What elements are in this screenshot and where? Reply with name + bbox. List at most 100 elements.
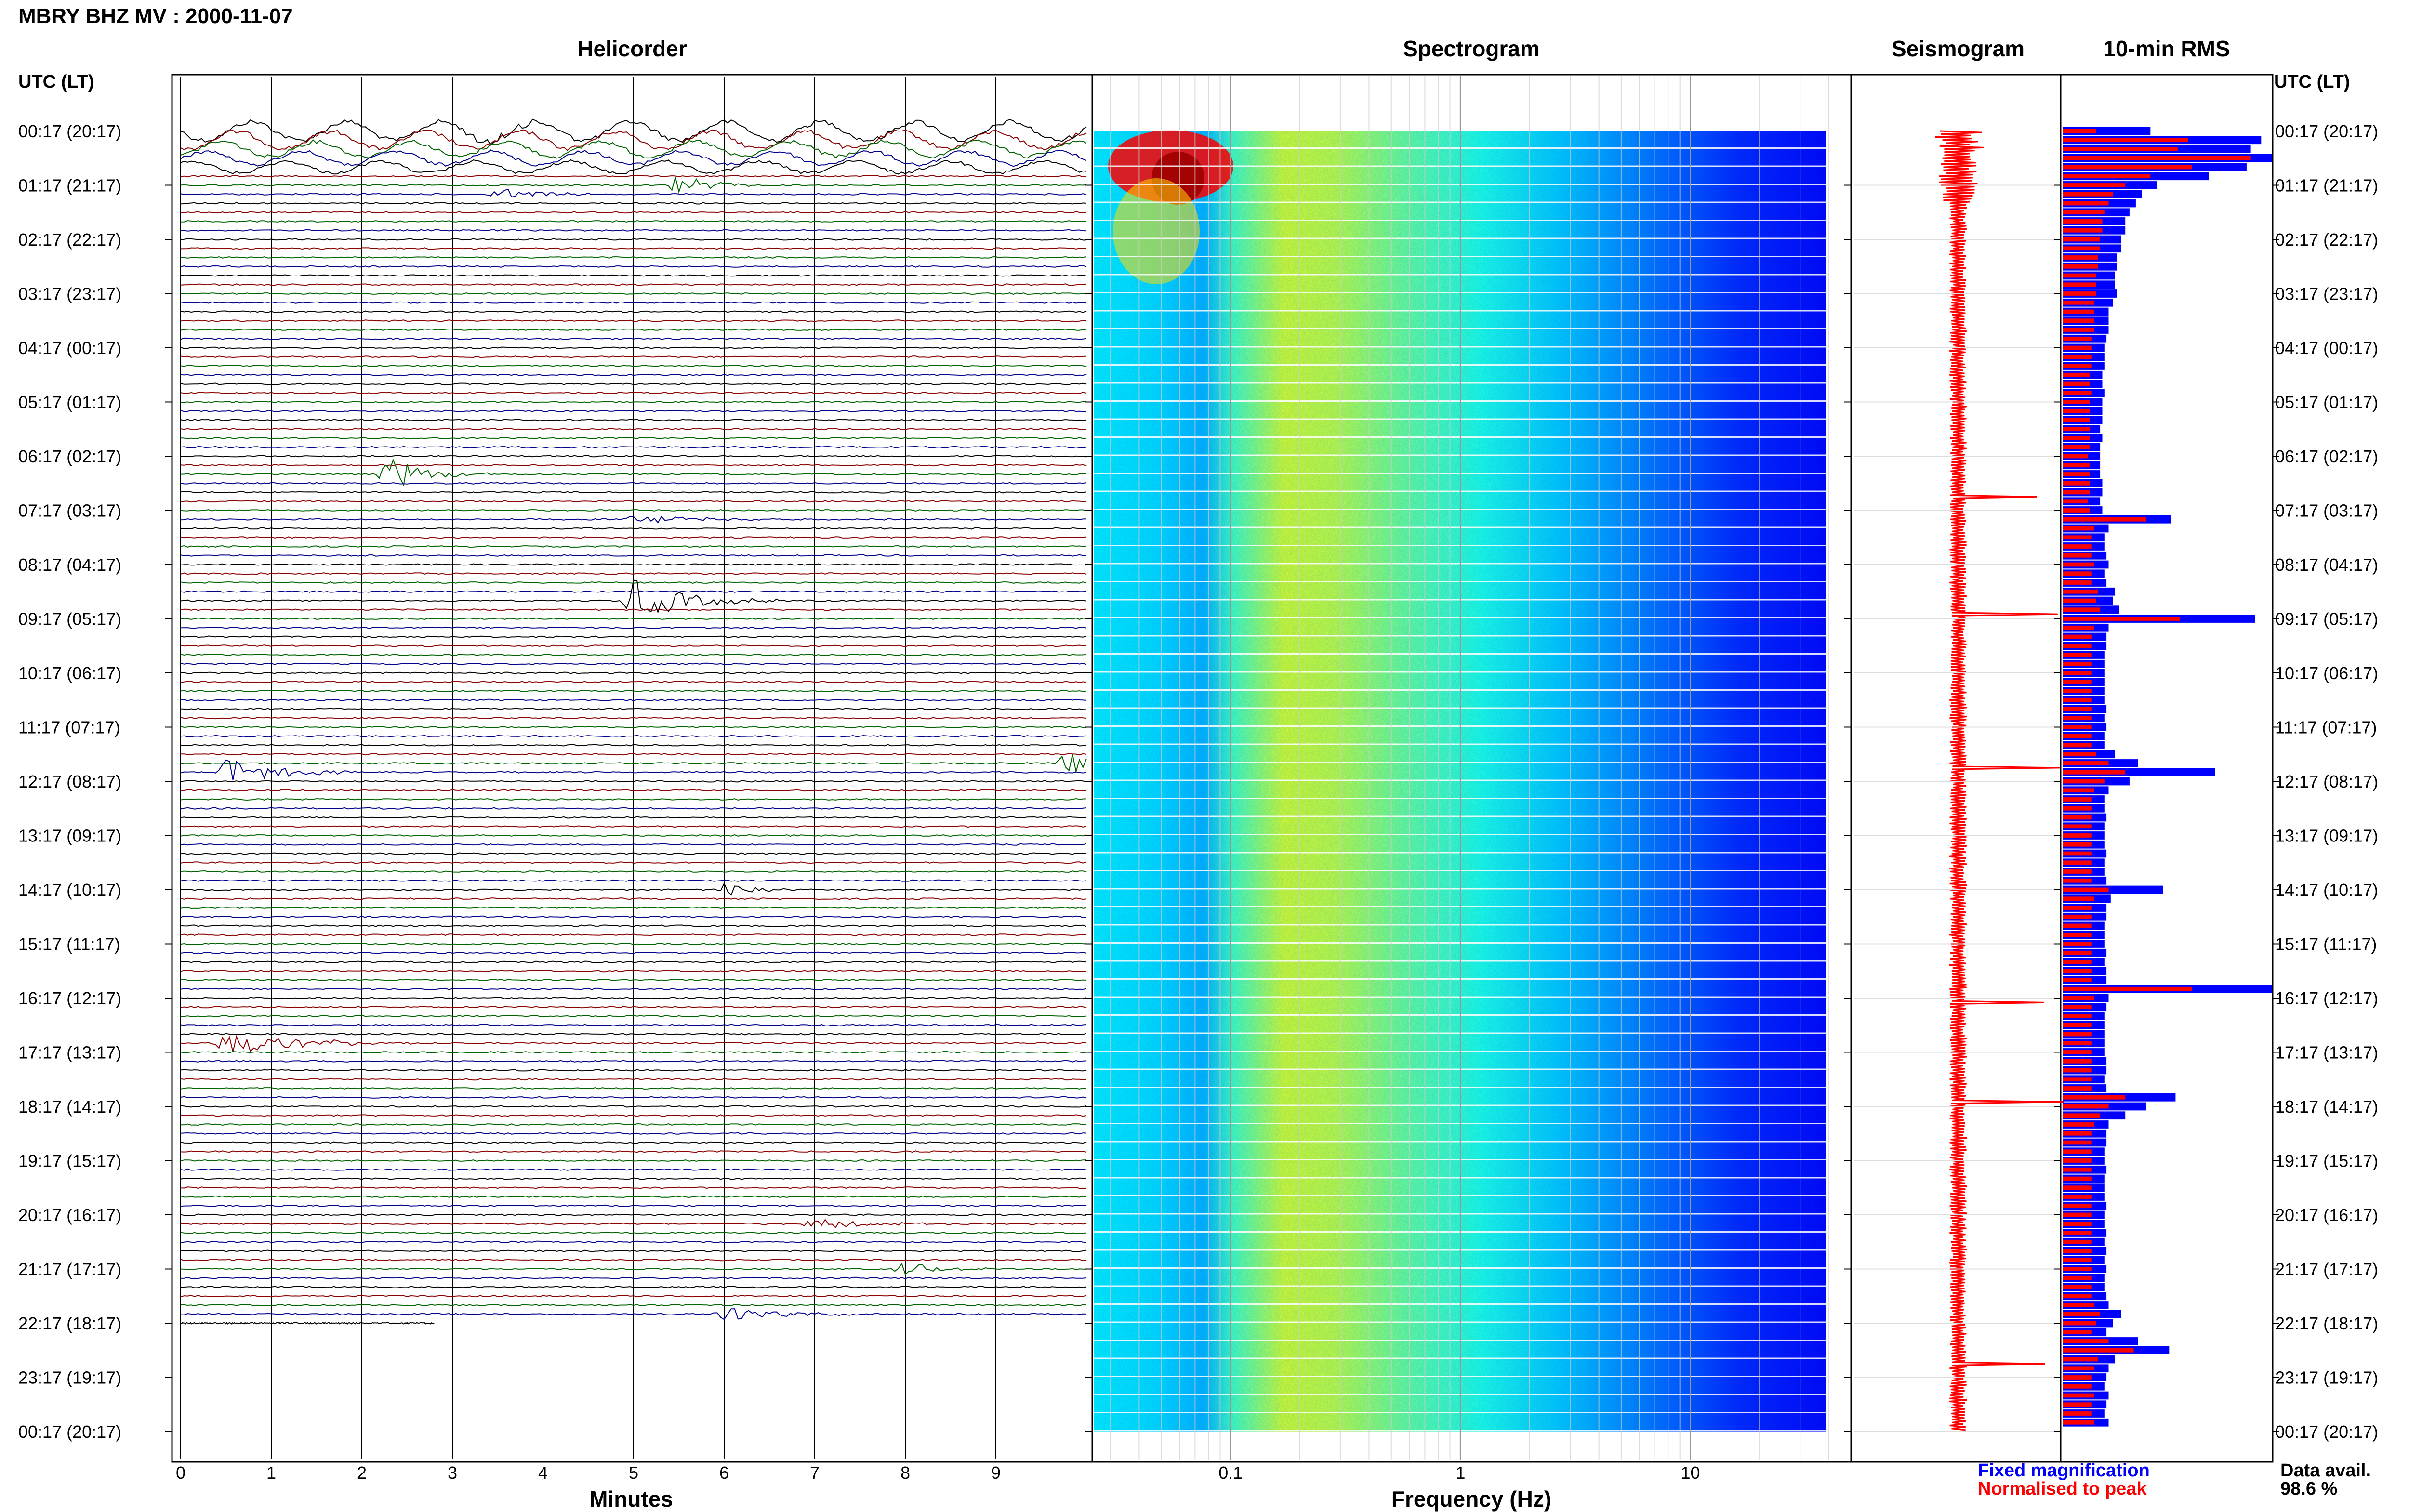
helicorder-trace bbox=[180, 662, 1087, 665]
rms-bar-normalised bbox=[2063, 689, 2092, 693]
helicorder-trace bbox=[180, 717, 1087, 720]
rms-bar-normalised bbox=[2063, 1384, 2092, 1389]
helicorder-trace bbox=[180, 572, 1087, 575]
rms-bar-normalised bbox=[2063, 408, 2090, 413]
rms-bar-normalised bbox=[2063, 1231, 2092, 1235]
helicorder-trace bbox=[180, 987, 1087, 990]
helicorder-trace bbox=[180, 879, 1087, 882]
helicorder-trace bbox=[180, 1096, 1087, 1099]
rms-bar-normalised bbox=[2063, 1249, 2092, 1253]
row-label-right: 09:17 (05:17) bbox=[2275, 609, 2378, 629]
rms-bar-normalised bbox=[2063, 1113, 2101, 1118]
helicorder-trace bbox=[180, 698, 1087, 701]
helicorder-trace bbox=[180, 446, 1087, 448]
rms-bar-normalised bbox=[2063, 1212, 2092, 1217]
row-label-left: 08:17 (04:17) bbox=[18, 555, 121, 575]
rms-bar-normalised bbox=[2063, 309, 2094, 314]
helicorder-trace bbox=[180, 1014, 1087, 1018]
helicorder-trace bbox=[180, 708, 1087, 710]
rms-bar-normalised bbox=[2063, 743, 2092, 748]
rms-bar-normalised bbox=[2063, 914, 2092, 919]
rms-bar-normalised bbox=[2063, 1014, 2092, 1018]
row-label-left: 13:17 (09:17) bbox=[18, 826, 121, 846]
rms-bar-normalised bbox=[2063, 896, 2094, 901]
row-label-left: 14:17 (10:17) bbox=[18, 880, 121, 900]
spectrogram-x-tick: 0.1 bbox=[1218, 1463, 1243, 1483]
rms-bar-normalised bbox=[2063, 942, 2092, 946]
helicorder-x-tick: 0 bbox=[176, 1463, 185, 1483]
rms-bar-normalised bbox=[2063, 219, 2103, 224]
helicorder-trace bbox=[180, 211, 1087, 214]
rms-bar-normalised bbox=[2063, 147, 2178, 151]
rms-bar-normalised bbox=[2063, 1275, 2092, 1280]
row-label-right: 00:17 (20:17) bbox=[2275, 1422, 2378, 1442]
rms-bar-normalised bbox=[2063, 625, 2094, 630]
helicorder-trace bbox=[180, 1141, 1087, 1144]
rms-bar-normalised bbox=[2063, 264, 2098, 269]
spectrogram-x-tick: 10 bbox=[1681, 1463, 1700, 1483]
row-label-left: 23:17 (19:17) bbox=[18, 1368, 121, 1388]
helicorder-trace bbox=[180, 1231, 1087, 1235]
helicorder-trace bbox=[180, 229, 1087, 232]
helicorder-trace bbox=[180, 301, 1087, 304]
helicorder-trace bbox=[180, 735, 1087, 737]
rms-bar-normalised bbox=[2063, 1095, 2126, 1100]
helicorder-title: Helicorder bbox=[577, 36, 687, 61]
spectrogram-grid bbox=[1110, 76, 1829, 1460]
row-label-left: 15:17 (11:17) bbox=[18, 934, 120, 954]
rms-bar-normalised bbox=[2063, 707, 2092, 711]
helicorder-trace bbox=[180, 527, 1087, 530]
row-label-right: 14:17 (10:17) bbox=[2275, 880, 2378, 900]
rms-bar-normalised bbox=[2063, 463, 2090, 468]
rms-bar-normalised bbox=[2063, 671, 2092, 675]
helicorder-trace bbox=[180, 392, 1087, 394]
rms-bar-normalised bbox=[2063, 725, 2092, 729]
rms-bar-normalised bbox=[2063, 634, 2092, 639]
helicorder-trace bbox=[180, 924, 1087, 927]
helicorder-trace bbox=[180, 1295, 1087, 1298]
rms-bar-normalised bbox=[2063, 1239, 2092, 1244]
helicorder-trace bbox=[180, 283, 1087, 286]
rms-bar-normalised bbox=[2063, 1375, 2092, 1380]
helicorder-trace bbox=[180, 816, 1087, 819]
rms-bar-normalised bbox=[2063, 680, 2092, 684]
helicorder-trace bbox=[180, 1177, 1087, 1180]
rms-bar-normalised bbox=[2063, 806, 2092, 811]
rms-bar-normalised bbox=[2063, 454, 2088, 459]
rms-bar-normalised bbox=[2063, 436, 2090, 440]
helicorder-trace bbox=[180, 265, 1087, 268]
rms-bar-normalised bbox=[2063, 779, 2105, 784]
helicorder-grid bbox=[180, 77, 996, 1459]
helicorder-xlabel: Minutes bbox=[589, 1486, 673, 1512]
helicorder-trace bbox=[180, 536, 1087, 539]
helicorder-trace bbox=[180, 1262, 1087, 1275]
helicorder-x-tick: 1 bbox=[266, 1463, 276, 1483]
row-label-left: 02:17 (22:17) bbox=[18, 230, 121, 250]
row-label-left: 18:17 (14:17) bbox=[18, 1097, 121, 1117]
rms-bar-normalised bbox=[2063, 617, 2180, 621]
rms-bar-normalised bbox=[2063, 1321, 2096, 1326]
rms-bar-normalised bbox=[2063, 734, 2092, 738]
rms-bar-normalised bbox=[2063, 381, 2090, 386]
rms-bar-normalised bbox=[2063, 869, 2092, 874]
time-row-labels: 00:17 (20:17) 00:17 (20:17) 01:17 (21:17) 0… bbox=[18, 121, 2378, 1442]
rms-bar-normalised bbox=[2063, 1420, 2094, 1425]
helicorder-trace bbox=[180, 247, 1087, 250]
rms-bar-normalised bbox=[2063, 246, 2101, 251]
right-axis-title: UTC (LT) bbox=[2274, 72, 2350, 92]
helicorder-trace bbox=[180, 256, 1087, 259]
helicorder-trace bbox=[180, 159, 1087, 175]
rms-bar-normalised bbox=[2063, 1176, 2092, 1181]
helicorder-trace bbox=[180, 1186, 1087, 1189]
rms-bar-normalised bbox=[2063, 923, 2092, 928]
row-label-left: 17:17 (13:17) bbox=[18, 1043, 121, 1063]
helicorder-trace bbox=[180, 1276, 1087, 1279]
helicorder-x-tick: 2 bbox=[357, 1463, 367, 1483]
rms-bar-normalised bbox=[2063, 607, 2101, 612]
rms-bar-normalised bbox=[2063, 192, 2113, 197]
helicorder-trace bbox=[180, 175, 1087, 178]
helicorder-trace bbox=[180, 436, 1087, 440]
rms-bar-normalised bbox=[2063, 553, 2092, 558]
helicorder-trace bbox=[180, 915, 1087, 918]
rms-bar-normalised bbox=[2063, 1330, 2092, 1335]
